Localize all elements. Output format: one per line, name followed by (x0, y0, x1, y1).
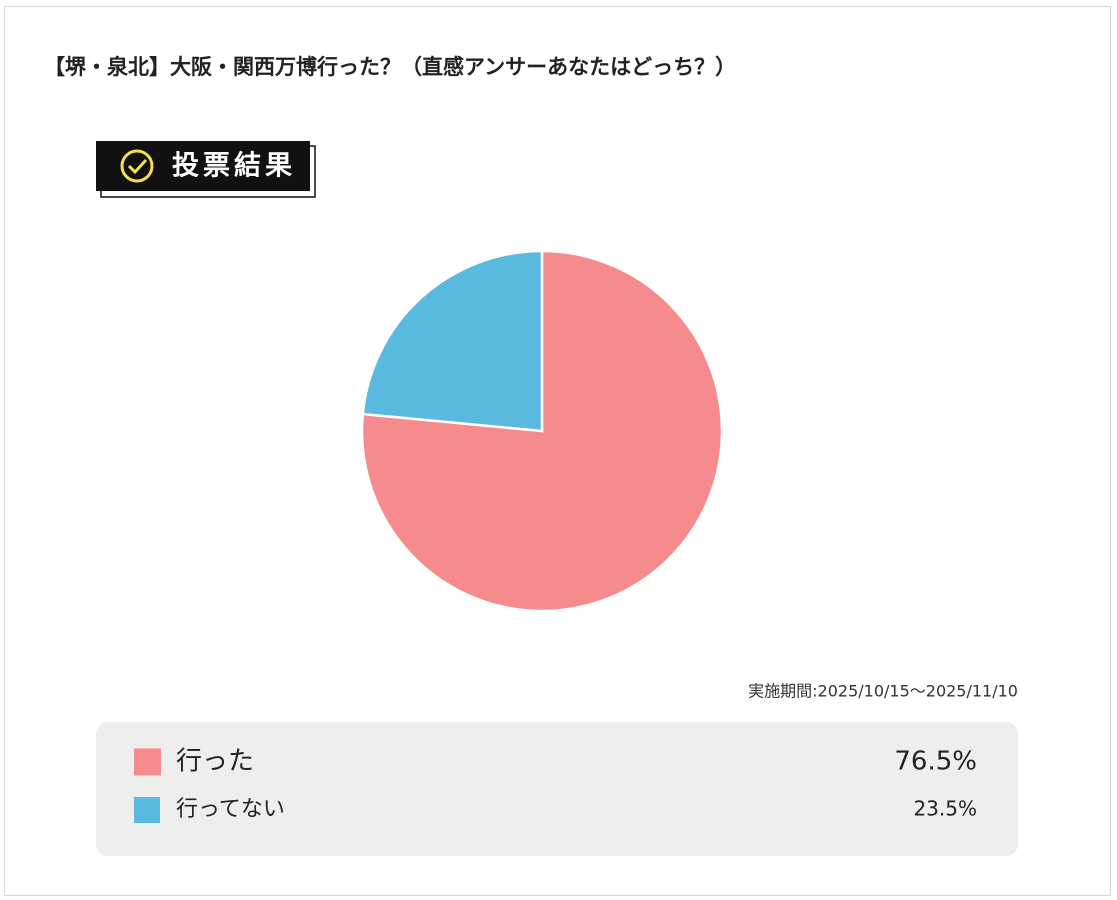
legend: 行った 76.5% 行ってない 23.5% (134, 747, 977, 823)
badge-text: 投票結果 (172, 150, 296, 182)
chart-title: 【堺・泉北】大阪・関西万博行った？（直感アンサーあなたはどっち？） (44, 55, 736, 79)
badge-check (127, 158, 148, 175)
legend-label: 行ってない (176, 797, 285, 822)
badge-icon (120, 149, 154, 183)
pie (360, 249, 724, 613)
legend-swatch (134, 797, 160, 823)
legend-swatch (134, 748, 161, 776)
pie-slice (361, 249, 544, 433)
legend-label: 行った (176, 747, 254, 777)
legend-value: 76.5% (894, 747, 977, 777)
legend-value: 23.5% (913, 797, 977, 821)
legend-box (96, 722, 1018, 856)
badge (96, 141, 310, 191)
period-note: 実施期間:2025/10/15～2025/11/10 (748, 682, 1018, 701)
